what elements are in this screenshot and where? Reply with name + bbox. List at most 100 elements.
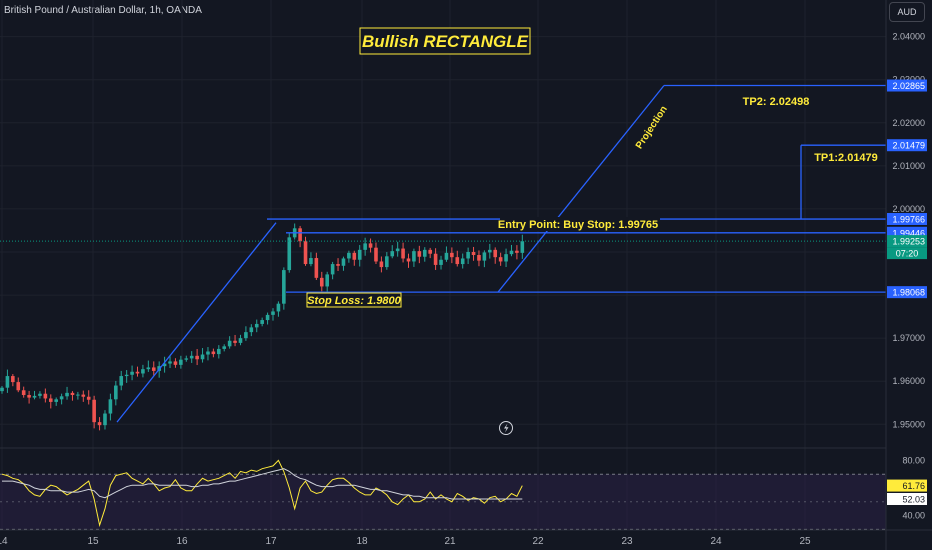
candles-layer xyxy=(0,223,525,431)
y-tick-label: 2.01000 xyxy=(892,161,925,171)
candle xyxy=(303,241,308,265)
candle xyxy=(92,399,96,423)
candle xyxy=(5,376,10,388)
candle xyxy=(65,392,69,397)
candle xyxy=(124,374,129,377)
candle xyxy=(379,261,384,268)
candle xyxy=(276,303,281,312)
candle xyxy=(493,249,498,258)
candle xyxy=(314,258,319,278)
candle xyxy=(151,367,156,371)
candle xyxy=(309,258,313,265)
x-tick-label: 18 xyxy=(356,536,368,547)
y-tick-label: 2.04000 xyxy=(892,32,925,42)
candle xyxy=(81,394,86,397)
candle xyxy=(265,314,270,321)
x-tick-label: 24 xyxy=(710,536,722,547)
y-tick-label: 1.97000 xyxy=(892,333,925,343)
chart-grid xyxy=(0,0,886,528)
candle xyxy=(141,369,145,374)
candle xyxy=(287,237,292,271)
candle xyxy=(455,257,460,265)
rsi-tick-label: 80.00 xyxy=(902,455,925,465)
candle xyxy=(184,358,189,360)
candle xyxy=(325,274,329,287)
candle xyxy=(488,249,492,253)
candle xyxy=(59,396,64,400)
candle xyxy=(504,254,508,262)
y-tick-label: 2.00000 xyxy=(892,204,925,214)
x-tick-label: 16 xyxy=(176,536,188,547)
candle xyxy=(422,249,427,257)
candle xyxy=(282,270,286,304)
candle xyxy=(520,241,525,253)
lightning-icon[interactable] xyxy=(499,421,513,435)
drawings-layer xyxy=(0,84,886,423)
x-tick-label: 23 xyxy=(621,536,633,547)
rsi-band-layer xyxy=(0,473,886,530)
rsi-value-tag xyxy=(887,492,927,505)
candle xyxy=(244,332,248,339)
rsi-value-tag xyxy=(887,479,927,492)
rsi-layer xyxy=(1,459,523,528)
candle xyxy=(195,355,199,360)
price-tag-label: 1.99253 xyxy=(892,237,925,247)
candle xyxy=(341,258,346,266)
rsi-line xyxy=(1,459,523,528)
currency-button[interactable]: AUD xyxy=(889,2,925,22)
candle xyxy=(319,277,324,287)
candle xyxy=(368,243,373,248)
chart-title: Bullish RECTANGLE xyxy=(362,32,529,51)
candle xyxy=(482,252,487,261)
candle xyxy=(385,256,389,268)
candle xyxy=(498,257,503,262)
candle xyxy=(395,248,400,252)
candle xyxy=(428,249,432,254)
price-tag xyxy=(887,79,927,92)
price-tag-label: 2.01479 xyxy=(892,141,925,151)
candle xyxy=(146,367,151,370)
candle xyxy=(130,371,134,375)
candle xyxy=(54,399,58,402)
stop-loss-box xyxy=(306,292,402,308)
candle xyxy=(352,252,357,260)
candle xyxy=(363,243,367,250)
candle xyxy=(48,398,53,402)
candle xyxy=(168,361,172,364)
candle xyxy=(271,311,275,315)
symbol-title: British Pound / Australian Dollar, 1h, O… xyxy=(4,5,202,16)
candle xyxy=(477,255,481,261)
x-tick-label: 22 xyxy=(532,536,544,547)
candle xyxy=(179,359,183,365)
candle xyxy=(97,422,102,426)
rsi-value-label: 61.76 xyxy=(902,481,925,491)
candle xyxy=(211,351,216,355)
candle xyxy=(357,249,362,260)
price-tag xyxy=(887,139,927,152)
candle xyxy=(412,251,416,262)
candle xyxy=(0,387,4,392)
title-box xyxy=(359,27,531,55)
rsi-ma-line xyxy=(2,468,523,500)
candle xyxy=(347,252,351,259)
candle xyxy=(114,385,118,400)
candle xyxy=(16,382,21,391)
candle xyxy=(460,258,465,265)
candle xyxy=(298,228,302,242)
price-tag-label: 1.98068 xyxy=(892,288,925,298)
tp2-label: TP2: 2.02498 xyxy=(743,96,810,108)
candle xyxy=(444,252,449,260)
countdown-tag xyxy=(887,247,927,260)
candle xyxy=(238,338,243,343)
candle xyxy=(233,340,237,343)
candle xyxy=(76,394,80,396)
price-tag-label: 1.99766 xyxy=(892,215,925,225)
candle xyxy=(417,251,422,257)
candle xyxy=(227,340,232,347)
entry-label: Entry Point: Buy Stop: 1.99765 xyxy=(498,219,658,231)
flagpole-line xyxy=(116,222,277,423)
candle xyxy=(21,390,26,396)
x-tick-label: 15 xyxy=(87,536,99,547)
